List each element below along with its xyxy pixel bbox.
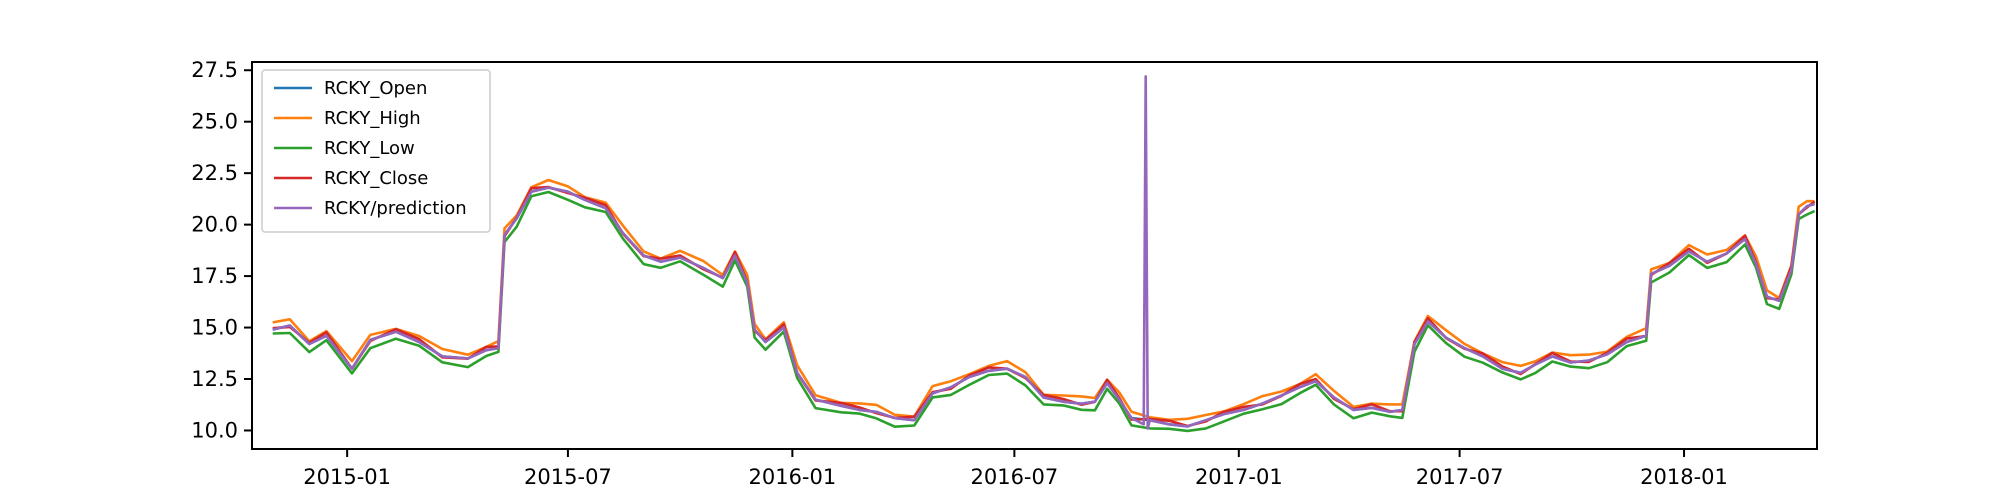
x-tick-label: 2015-07 — [524, 465, 612, 489]
x-tick-label: 2018-01 — [1640, 465, 1728, 489]
series-line-rcky-open — [272, 186, 1815, 428]
series-line-rcky-close — [272, 185, 1816, 428]
legend-label: RCKY_Low — [324, 138, 415, 159]
legend-label: RCKY_Close — [324, 168, 428, 189]
legend-box — [261, 69, 491, 233]
y-tick-label: 17.5 — [191, 264, 238, 288]
x-axis: 2015-01 2015-07 2016-01 2016-07 2017-01 2017-… — [303, 449, 1728, 489]
legend-label: RCKY_High — [324, 108, 421, 129]
x-tick-label: 2017-07 — [1416, 465, 1504, 489]
y-tick-label: 27.5 — [191, 58, 238, 82]
plot-frame — [251, 61, 1818, 450]
legend-label: RCKY/prediction — [324, 198, 467, 219]
series-line-rcky-high — [272, 178, 1815, 422]
legend-label: RCKY_Open — [324, 78, 427, 99]
y-tick-label: 15.0 — [191, 316, 238, 340]
y-axis: 10.0 12.5 15.0 17.5 20.0 22.5 25.0 27.5 — [191, 58, 252, 442]
y-tick-label: 10.0 — [191, 418, 238, 442]
legend: RCKY_Open RCKY_High RCKY_Low RCKY_Close RCKY… — [261, 69, 491, 233]
y-tick-label: 12.5 — [191, 367, 238, 391]
y-tick-label: 22.5 — [191, 161, 238, 185]
x-tick-label: 2016-01 — [748, 465, 836, 489]
x-tick-label: 2016-07 — [970, 465, 1058, 489]
y-tick-label: 20.0 — [191, 213, 238, 237]
x-tick-label: 2017-01 — [1195, 465, 1283, 489]
series-line-rcky-prediction — [272, 75, 1815, 430]
series-line-rcky-low — [272, 190, 1816, 433]
x-tick-label: 2015-01 — [303, 465, 391, 489]
y-tick-label: 25.0 — [191, 110, 238, 134]
series-layer — [272, 75, 1816, 433]
